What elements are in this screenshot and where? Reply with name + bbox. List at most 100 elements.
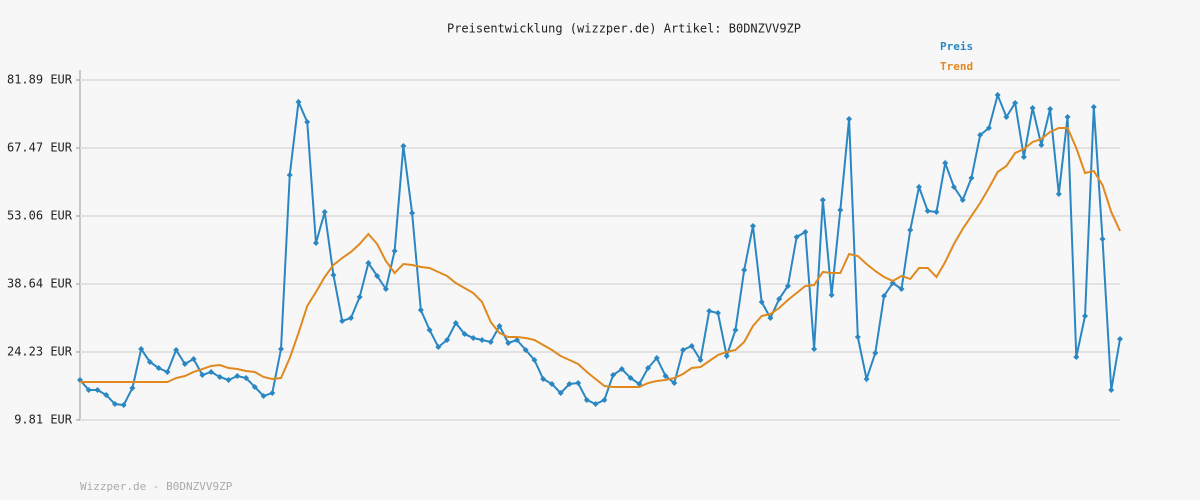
point xyxy=(120,402,127,408)
point xyxy=(1108,387,1115,393)
point xyxy=(994,92,1001,98)
y-tick-label: 81.89 EUR xyxy=(7,73,73,87)
point xyxy=(898,286,905,293)
point xyxy=(103,392,110,398)
point xyxy=(225,377,232,383)
point xyxy=(1082,312,1089,319)
point xyxy=(513,337,520,343)
point xyxy=(94,387,101,393)
y-tick-label: 38.64 EUR xyxy=(7,277,73,291)
point xyxy=(802,228,809,235)
point xyxy=(1020,153,1027,160)
point xyxy=(566,381,573,388)
point xyxy=(531,357,538,363)
point xyxy=(767,315,774,322)
point xyxy=(1117,336,1123,343)
point xyxy=(295,98,302,105)
point xyxy=(1090,103,1097,110)
point xyxy=(1003,113,1010,120)
chart-title: Preisentwicklung (wizzper.de) Artikel: B… xyxy=(447,22,801,36)
point xyxy=(610,372,617,378)
point xyxy=(85,387,92,393)
point xyxy=(347,315,354,322)
point xyxy=(863,376,870,383)
point xyxy=(732,327,739,333)
point xyxy=(173,347,180,353)
point xyxy=(968,175,975,182)
point xyxy=(208,368,215,375)
point xyxy=(321,208,328,215)
point xyxy=(749,222,756,229)
point xyxy=(881,292,888,299)
point xyxy=(662,372,669,379)
point xyxy=(251,383,258,390)
y-tick-label: 24.23 EUR xyxy=(7,344,73,358)
point xyxy=(312,240,319,247)
point xyxy=(260,392,267,399)
point xyxy=(243,375,250,382)
point xyxy=(356,293,363,300)
point xyxy=(391,247,398,254)
point xyxy=(1038,142,1045,148)
y-tick-label: 9.81 EUR xyxy=(14,413,73,427)
point xyxy=(199,372,206,378)
point xyxy=(548,381,555,388)
point xyxy=(924,207,931,214)
point xyxy=(365,260,372,267)
point xyxy=(234,372,241,379)
point xyxy=(1055,191,1062,198)
legend-label: Preis xyxy=(940,40,973,53)
point xyxy=(915,183,922,190)
point xyxy=(111,401,118,408)
point xyxy=(479,337,486,343)
point xyxy=(714,310,721,317)
y-tick-label: 67.47 EUR xyxy=(7,141,73,155)
point xyxy=(470,335,477,342)
point xyxy=(540,376,547,383)
point xyxy=(793,233,800,240)
point xyxy=(304,118,311,125)
point xyxy=(181,361,188,368)
point xyxy=(286,172,293,178)
point xyxy=(741,267,748,273)
point xyxy=(452,320,459,327)
point xyxy=(400,142,407,149)
point xyxy=(854,333,861,340)
point xyxy=(339,317,346,324)
point xyxy=(1073,353,1080,360)
point xyxy=(496,322,503,329)
point xyxy=(889,280,896,287)
point xyxy=(758,298,765,305)
point xyxy=(846,116,853,123)
point xyxy=(688,342,695,349)
point xyxy=(417,307,424,313)
point xyxy=(680,347,687,353)
footer: Wizzper.de - B0DNZVV9ZP xyxy=(80,480,233,493)
point xyxy=(819,197,826,203)
point xyxy=(1029,105,1036,112)
point xyxy=(959,197,966,203)
point xyxy=(1047,106,1054,113)
point xyxy=(671,380,678,387)
point xyxy=(618,366,625,373)
point xyxy=(382,286,389,293)
point xyxy=(374,272,381,279)
point xyxy=(190,356,197,363)
y-tick-label: 53.06 EUR xyxy=(7,208,73,222)
point xyxy=(653,355,660,362)
point xyxy=(697,357,704,363)
point xyxy=(269,390,276,397)
point xyxy=(811,346,818,353)
point xyxy=(278,346,285,353)
legend-label: Trend xyxy=(940,60,973,73)
point xyxy=(330,272,337,278)
point xyxy=(216,373,223,380)
point xyxy=(985,125,992,132)
point xyxy=(723,352,730,359)
point xyxy=(164,368,171,375)
point xyxy=(155,365,162,372)
point xyxy=(575,380,582,387)
point xyxy=(557,390,564,397)
